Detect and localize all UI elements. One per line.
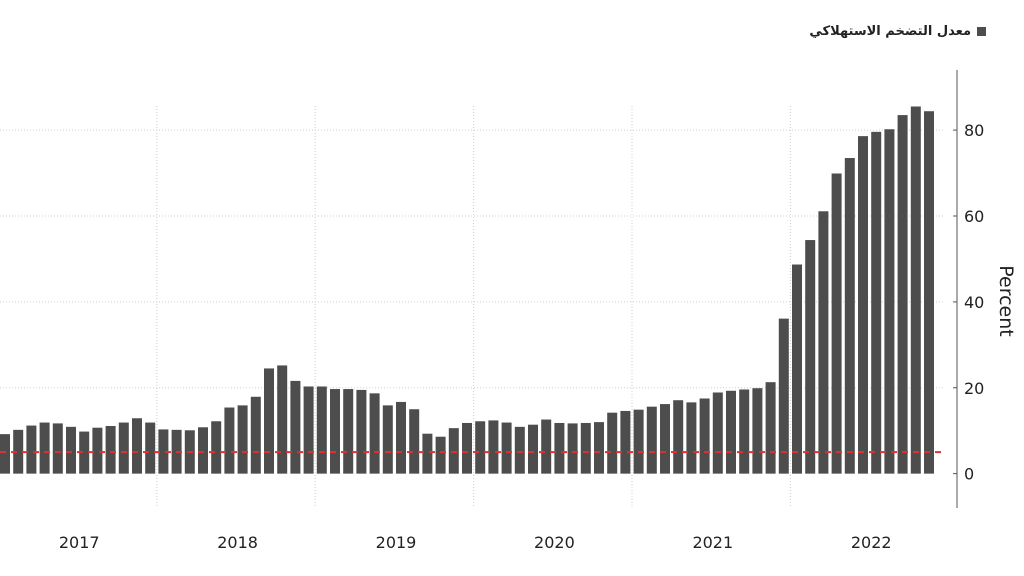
- bar: [726, 390, 736, 474]
- bar: [633, 409, 644, 474]
- bar: [145, 422, 156, 474]
- bar: [884, 129, 895, 474]
- x-tick-label: 2020: [534, 533, 575, 552]
- bar: [844, 158, 855, 474]
- bar: [541, 419, 552, 474]
- bar: [554, 422, 565, 474]
- bar: [382, 405, 393, 474]
- bar: [13, 429, 24, 474]
- bar: [330, 389, 340, 474]
- bar: [118, 422, 129, 474]
- bar: [831, 173, 842, 474]
- chart-legend: معدل التضخم الاستهلاكي: [809, 24, 986, 39]
- legend-swatch: [977, 27, 986, 36]
- bar: [910, 106, 921, 474]
- bar: [237, 405, 248, 474]
- bar: [92, 427, 103, 474]
- bar: [673, 400, 684, 474]
- bar: [396, 401, 406, 474]
- bar: [303, 386, 314, 474]
- bar: [594, 422, 604, 474]
- bar: [66, 426, 76, 474]
- bar: [514, 426, 525, 474]
- y-tick-label: 40: [964, 293, 984, 312]
- bar: [343, 389, 354, 474]
- bar: [580, 422, 591, 474]
- bar: [52, 423, 63, 474]
- bar: [778, 318, 789, 474]
- bar: [765, 382, 776, 474]
- bar: [712, 392, 723, 474]
- bar: [646, 406, 657, 474]
- bar: [158, 429, 169, 474]
- bar: [369, 393, 380, 474]
- bar: [818, 211, 829, 474]
- bar: [528, 424, 538, 474]
- bar: [0, 434, 10, 474]
- y-tick-label: 60: [964, 207, 984, 226]
- bar: [105, 425, 116, 474]
- bar: [805, 240, 816, 474]
- bar: [356, 389, 367, 474]
- bar: [277, 365, 288, 474]
- legend-label: معدل التضخم الاستهلاكي: [809, 24, 971, 39]
- bar: [871, 131, 882, 474]
- bar: [897, 115, 908, 474]
- bar: [699, 398, 710, 474]
- x-axis-labels: 2017 2018 2019 2020 2021 2022: [59, 533, 892, 552]
- x-tick-label: 2018: [217, 533, 258, 552]
- y-axis: 0 20 40 60 80: [953, 70, 984, 508]
- bar: [316, 386, 327, 474]
- bar: [858, 136, 868, 474]
- bar: [448, 428, 459, 474]
- x-tick-label: 2021: [692, 533, 733, 552]
- x-tick-label: 2017: [59, 533, 100, 552]
- bar-series: [0, 106, 934, 474]
- bar: [132, 418, 142, 474]
- bar: [792, 264, 802, 474]
- bar: [422, 433, 433, 474]
- bar: [264, 368, 274, 474]
- y-axis-label: Percent: [994, 265, 1017, 337]
- bar: [462, 422, 472, 474]
- bar: [26, 425, 37, 474]
- bar: [924, 111, 934, 474]
- bar: [250, 396, 261, 474]
- bar: [686, 402, 697, 474]
- bar: [435, 436, 446, 474]
- x-tick-label: 2022: [851, 533, 892, 552]
- y-tick-label: 0: [964, 465, 974, 484]
- bar: [501, 422, 512, 474]
- bar: [739, 389, 750, 474]
- bar: [224, 407, 235, 474]
- bar: [620, 410, 631, 474]
- bar: [198, 427, 208, 474]
- bar: [660, 404, 670, 474]
- bar: [79, 431, 90, 474]
- y-tick-label: 80: [964, 121, 984, 140]
- bar: [488, 420, 499, 474]
- bar: [567, 423, 578, 474]
- grid-lines: [0, 106, 945, 508]
- bar: [409, 409, 420, 474]
- bar: [752, 388, 763, 474]
- bar: [39, 422, 50, 474]
- bar: [211, 421, 222, 474]
- bar: [475, 421, 486, 474]
- bar: [607, 412, 618, 474]
- x-tick-label: 2019: [376, 533, 417, 552]
- bar: [290, 380, 301, 474]
- y-tick-label: 20: [964, 379, 984, 398]
